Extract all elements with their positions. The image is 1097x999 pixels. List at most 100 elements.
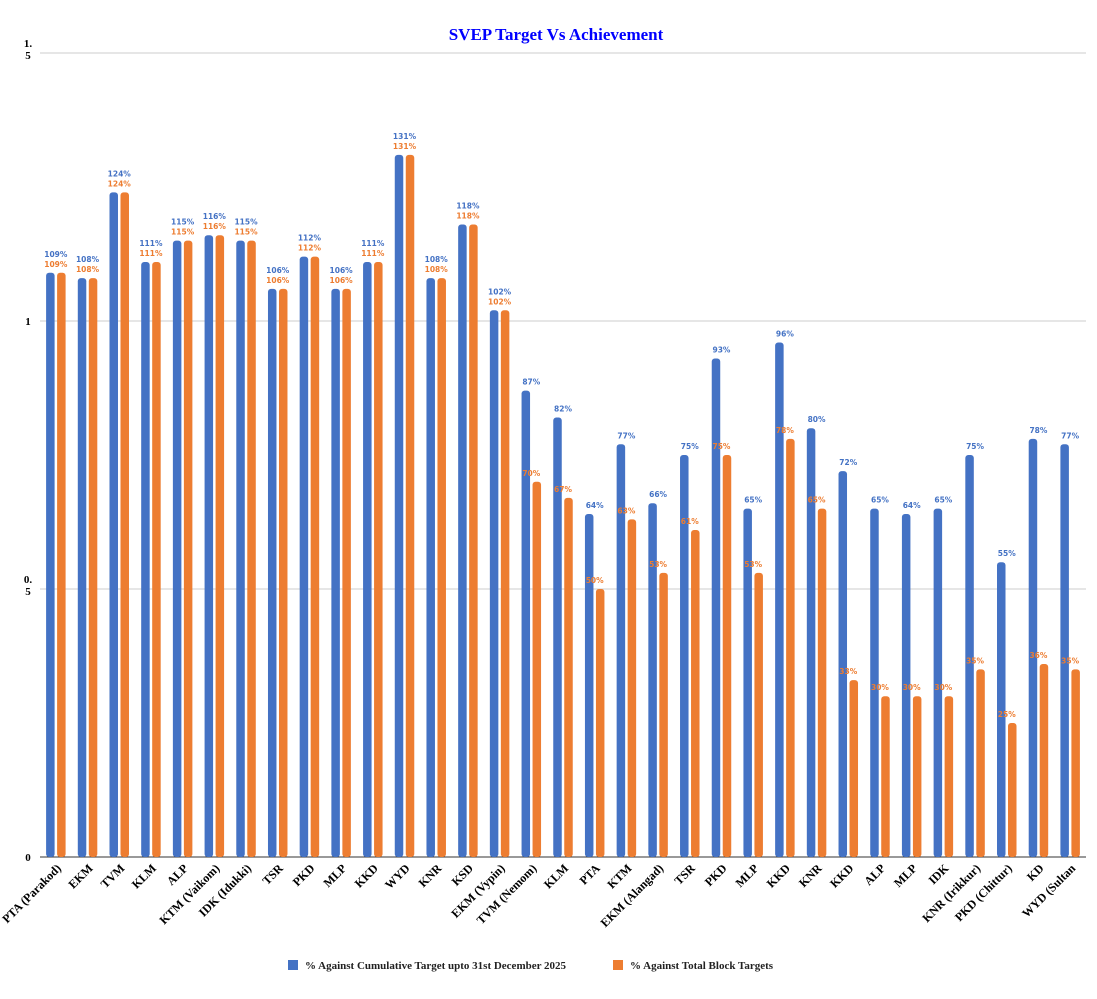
bar-total-block-target — [57, 272, 66, 857]
data-label: 72% — [839, 458, 857, 467]
bar-cumulative-target — [743, 508, 752, 857]
data-label: 65% — [871, 496, 889, 505]
bar-total-block-target — [1071, 669, 1080, 857]
bar-cumulative-target — [1060, 444, 1069, 857]
data-label: 70% — [522, 469, 540, 478]
bar-total-block-target — [183, 240, 193, 858]
bar-total-block-target — [849, 680, 859, 857]
bar-total-block-target — [722, 455, 732, 857]
data-label: 50% — [586, 576, 604, 585]
bar-total-block-target — [120, 192, 129, 858]
bar-total-block-target — [532, 481, 542, 857]
data-label: 118% — [456, 212, 480, 221]
y-tick-part: 5 — [25, 50, 31, 62]
data-label: 77% — [1061, 431, 1079, 440]
data-label: 106% — [266, 276, 290, 285]
bar-cumulative-target — [806, 428, 816, 857]
data-label: 78% — [776, 426, 794, 435]
x-category-label: MLP — [733, 861, 762, 890]
bar-total-block-target — [469, 224, 478, 857]
data-label: 106% — [330, 266, 354, 275]
data-label: 109% — [44, 260, 68, 269]
data-label: 106% — [330, 276, 354, 285]
bar-total-block-target — [500, 310, 510, 857]
bar-total-block-target — [1039, 664, 1049, 857]
bar-cumulative-target — [204, 235, 214, 858]
x-category-label: TSR — [672, 861, 699, 888]
bar-total-block-target — [912, 696, 922, 857]
data-label: 35% — [966, 656, 984, 665]
x-category-label: KNR — [416, 861, 445, 890]
data-label: 131% — [393, 132, 417, 141]
data-label: 53% — [649, 560, 667, 569]
data-label: 75% — [681, 442, 699, 451]
bar-total-block-target — [278, 288, 288, 858]
data-label: 63% — [617, 506, 635, 515]
bar-total-block-target — [944, 696, 954, 857]
x-category-label: MLP — [891, 861, 920, 890]
bar-cumulative-target — [236, 240, 245, 858]
x-category-label: ALP — [861, 861, 888, 888]
bar-cumulative-target — [711, 358, 721, 857]
bar-cumulative-target — [1028, 438, 1038, 857]
bar-total-block-target — [659, 572, 668, 857]
data-label: 102% — [488, 287, 512, 296]
data-label: 53% — [744, 560, 762, 569]
data-label: 102% — [488, 297, 512, 306]
bar-total-block-target — [405, 154, 415, 858]
data-label: 77% — [617, 431, 635, 440]
bar-cumulative-target — [965, 455, 974, 857]
legend-swatch — [288, 960, 298, 970]
data-label: 108% — [425, 255, 449, 264]
data-label: 131% — [393, 142, 417, 151]
data-label: 80% — [808, 415, 826, 424]
data-label: 96% — [776, 329, 794, 338]
bar-cumulative-target — [141, 262, 150, 857]
bar-total-block-target — [881, 696, 890, 857]
x-category-label: TSR — [259, 861, 286, 888]
bar-cumulative-target — [616, 444, 626, 857]
data-label: 66% — [649, 490, 667, 499]
y-tick-part: 0. — [24, 574, 33, 586]
bar-total-block-target — [817, 508, 827, 857]
bar-total-block-target — [595, 589, 605, 857]
data-label: 111% — [139, 239, 163, 248]
x-category-label: PKD — [702, 861, 730, 889]
bar-total-block-target — [627, 519, 637, 857]
x-category-label: KD — [1024, 861, 1047, 884]
data-label: 35% — [1061, 656, 1079, 665]
data-label: 75% — [966, 442, 984, 451]
x-category-label: KLM — [541, 861, 571, 891]
x-category-label: IDK — [926, 861, 952, 887]
legend-swatch — [613, 960, 623, 970]
data-label: 115% — [171, 228, 195, 237]
data-label: 112% — [298, 244, 322, 253]
data-label: 30% — [934, 683, 952, 692]
bar-cumulative-target — [363, 262, 372, 857]
bar-total-block-target — [564, 497, 573, 857]
data-label: 106% — [266, 266, 290, 275]
x-category-label: ALP — [164, 861, 191, 888]
y-tick-label: 0 — [25, 852, 31, 864]
y-tick-label: 0. 5 — [24, 574, 33, 598]
bar-total-block-target — [976, 669, 985, 857]
bar-cumulative-target — [489, 310, 499, 857]
data-label: 75% — [713, 442, 731, 451]
data-label: 108% — [425, 265, 449, 274]
y-tick-label: 1 — [25, 316, 31, 328]
data-label: 65% — [934, 496, 952, 505]
bar-cumulative-target — [299, 256, 309, 857]
x-category-label: PKD — [290, 861, 318, 889]
legend-label: % Against Cumulative Target upto 31st De… — [305, 960, 567, 972]
bar-total-block-target — [152, 262, 161, 857]
data-label: 124% — [108, 169, 132, 178]
x-category-label: TVM — [98, 861, 128, 891]
bar-total-block-target — [754, 572, 763, 857]
data-label: 61% — [681, 517, 699, 526]
bar-cumulative-target — [680, 455, 689, 857]
data-label: 36% — [1029, 651, 1047, 660]
data-label: 108% — [76, 255, 100, 264]
x-category-label: MLP — [320, 861, 349, 890]
x-category-label: EKM — [65, 861, 95, 891]
y-tick-part: 5 — [25, 586, 31, 598]
